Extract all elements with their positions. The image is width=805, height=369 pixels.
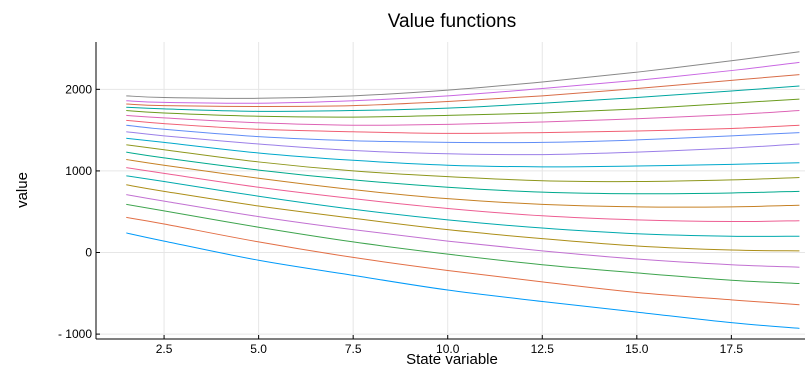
x-tick-label: 2.5	[156, 342, 173, 356]
series-line-16	[126, 98, 800, 118]
y-axis-label: value	[14, 172, 31, 208]
y-tick-labels: - 1000 0 1000 2000	[58, 82, 100, 341]
x-tick-label: 5.0	[250, 342, 267, 356]
series-line-5	[126, 184, 800, 252]
axes	[95, 42, 805, 340]
series-line-10	[126, 144, 800, 183]
x-tick-label: 7.5	[345, 342, 362, 356]
grid	[96, 42, 805, 339]
series-line-20	[126, 51, 800, 99]
series-line-15	[126, 110, 800, 126]
y-tick-label: 1000	[65, 164, 92, 178]
y-tick-label: 0	[85, 246, 92, 260]
series-line-9	[126, 151, 800, 195]
x-tick-label: 17.5	[720, 342, 744, 356]
series-line-1	[126, 232, 800, 329]
series-lines	[126, 51, 800, 329]
x-tick-label: 12.5	[531, 342, 555, 356]
series-line-12	[126, 131, 800, 156]
series-line-7	[126, 167, 800, 223]
series-line-4	[126, 194, 800, 268]
x-tick-label: 15.0	[625, 342, 649, 356]
series-line-2	[126, 216, 800, 306]
y-tick-label: 2000	[65, 82, 92, 96]
series-line-13	[126, 124, 800, 144]
x-tick-labels: 2.5 5.0 7.5 10.0 12.5 15.0 17.5	[156, 335, 744, 356]
x-tick-label: 10.0	[436, 342, 460, 356]
y-tick-label: - 1000	[58, 327, 92, 341]
series-line-19	[126, 61, 800, 104]
series-line-14	[126, 119, 800, 134]
series-line-6	[126, 175, 800, 237]
series-line-11	[126, 137, 800, 168]
series-line-3	[126, 203, 800, 285]
series-line-17	[126, 85, 800, 112]
chart-title: Value functions	[388, 11, 517, 32]
x-axis-label: State variable	[406, 351, 498, 368]
series-line-18	[126, 74, 800, 107]
series-line-8	[126, 158, 800, 208]
